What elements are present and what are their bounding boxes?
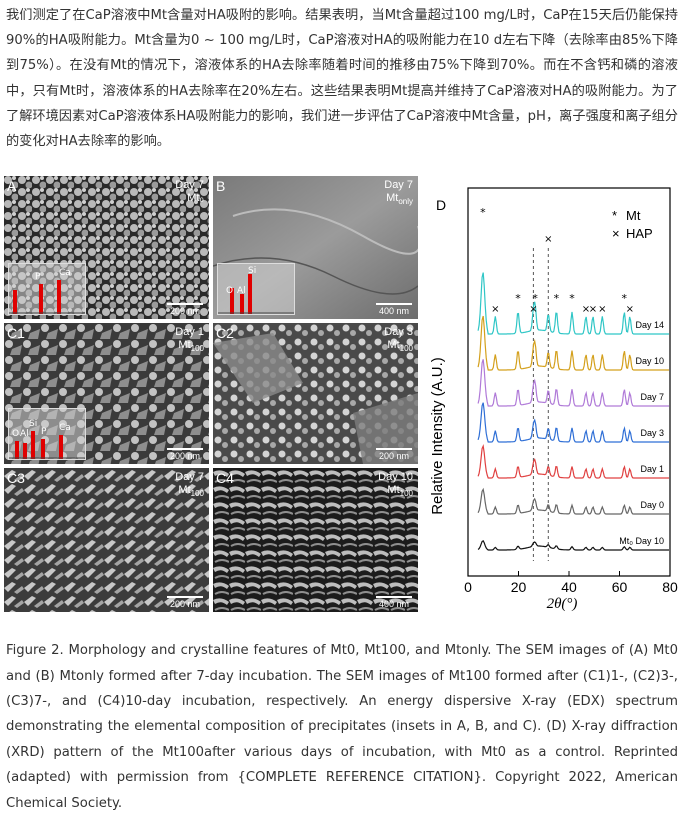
figure-caption: Figure 2. Morphology and crystalline fea…: [6, 643, 678, 811]
hap-peak-marker: ×: [598, 304, 606, 315]
edx-element-p: P: [41, 427, 47, 437]
hap-peak-marker: ×: [626, 304, 634, 315]
x-tick-label: 40: [561, 579, 577, 595]
xrd-chart: D 0 20 40 60 80 Day 14 Day 10 Day 7 Day 3 Day 1 Da…: [424, 176, 682, 612]
x-tick-label: 60: [612, 579, 628, 595]
hap-peak-marker: ×: [544, 234, 552, 245]
series-label: Mt₀ Day 10: [619, 536, 664, 546]
edx-element-p: P: [35, 272, 41, 282]
sem-texture: [213, 468, 418, 612]
series-label: Day 1: [640, 464, 664, 474]
day-label: Day 3 Mt100: [384, 326, 413, 354]
series-line: [477, 272, 669, 335]
x-tick-label: 80: [662, 579, 678, 595]
y-axis-label: Relative Intensity (A.U.): [429, 357, 446, 515]
sem-panel-c1: C1 Day 1 Mt100 Si O Al P Ca 200 nm: [4, 323, 209, 464]
series-line: [477, 444, 669, 479]
sem-panel-c3: C3 Day 7 Mt100 200 nm: [4, 468, 209, 612]
sem-panel-c4: C4 Day 10 Mt100 400 nm: [213, 468, 418, 612]
legend-marker-hap: ×: [612, 226, 620, 241]
xrd-plot: D 0 20 40 60 80 Day 14 Day 10 Day 7 Day 3 Day 1 Da…: [429, 187, 678, 612]
series-label: Day 7: [640, 392, 664, 402]
panel-label: C2: [216, 325, 234, 341]
sem-panel-c2: C2 Day 3 Mt100 200 nm: [213, 323, 418, 464]
series-label: Day 14: [635, 320, 664, 330]
edx-element-ca: Ca: [59, 268, 71, 278]
sem-texture: [4, 468, 209, 612]
panel-label: A: [7, 178, 17, 194]
edx-element-o: O: [12, 429, 20, 439]
day-label: Day 7 Mt₀: [175, 179, 204, 204]
edx-element-al: Al: [20, 429, 29, 439]
day-label: Day 7 Mtonly: [384, 179, 413, 207]
mt-peak-marker: *: [622, 292, 628, 305]
hap-peak-marker: ×: [529, 304, 537, 315]
body-paragraph: 我们测定了在CaP溶液中Mt含量对HA吸附的影响。结果表明，当Mt含量超过100…: [6, 8, 678, 150]
edx-element-al: Al: [237, 286, 246, 296]
x-tick-label: 0: [464, 579, 472, 595]
series-line: [477, 487, 669, 515]
edx-inset: Si O Al: [217, 263, 295, 315]
figure-2: A Day 7 Mt₀ P Ca 200 nm B Day: [4, 176, 682, 612]
sem-panel-a: A Day 7 Mt₀ P Ca 200 nm: [4, 176, 209, 319]
plot-frame: [467, 187, 671, 577]
mt-peak-marker: *: [480, 206, 486, 219]
edx-element-si: Si: [29, 419, 38, 429]
panel-label: B: [216, 178, 226, 194]
hap-peak-marker: ×: [582, 304, 590, 315]
x-tick-label: 20: [511, 579, 527, 595]
panel-label: C3: [7, 470, 25, 486]
series-label: Day 0: [640, 500, 664, 510]
edx-inset: Si O Al P Ca: [8, 408, 86, 460]
mt-peak-marker: *: [532, 292, 538, 305]
panel-label: D: [436, 197, 446, 213]
x-axis-label: 2θ(°): [547, 596, 578, 612]
day-label: Day 7 Mt100: [175, 471, 204, 499]
edx-element-si: Si: [248, 266, 257, 276]
series-line: [477, 539, 669, 551]
edx-inset: P Ca: [8, 263, 86, 315]
legend-label-mt: Mt: [626, 208, 641, 223]
scale-bar: 200 nm: [167, 448, 203, 461]
hap-peak-marker: ×: [491, 304, 499, 315]
scale-bar: 400 nm: [376, 596, 412, 609]
panel-label: C4: [216, 470, 234, 486]
scale-bar: 400 nm: [376, 303, 412, 316]
scale-bar: 200 nm: [167, 596, 203, 609]
day-label: Day 1 Mt100: [175, 326, 204, 354]
scale-bar: 200 nm: [167, 303, 203, 316]
day-label: Day 10 Mt100: [378, 471, 413, 499]
sem-panel-b: B Day 7 Mtonly Si O Al 400 nm: [213, 176, 418, 319]
edx-element-o: O: [226, 286, 234, 296]
mt-peak-marker: *: [515, 292, 521, 305]
legend-label-hap: HAP: [626, 226, 653, 241]
series-line: [477, 359, 669, 407]
edx-element-ca: Ca: [59, 423, 71, 433]
series-line: [477, 402, 669, 443]
series-label: Day 3: [640, 428, 664, 438]
hap-peak-marker: ×: [589, 304, 597, 315]
mt-peak-marker: *: [554, 292, 560, 305]
series-line: [477, 315, 669, 371]
legend-marker-mt: *: [612, 208, 617, 223]
mt-peak-marker: *: [569, 292, 575, 305]
legend: * Mt × HAP: [612, 208, 653, 241]
panel-label: C1: [7, 325, 25, 341]
sem-texture: [213, 323, 418, 464]
scale-bar: 200 nm: [376, 448, 412, 461]
series-label: Day 10: [635, 356, 664, 366]
